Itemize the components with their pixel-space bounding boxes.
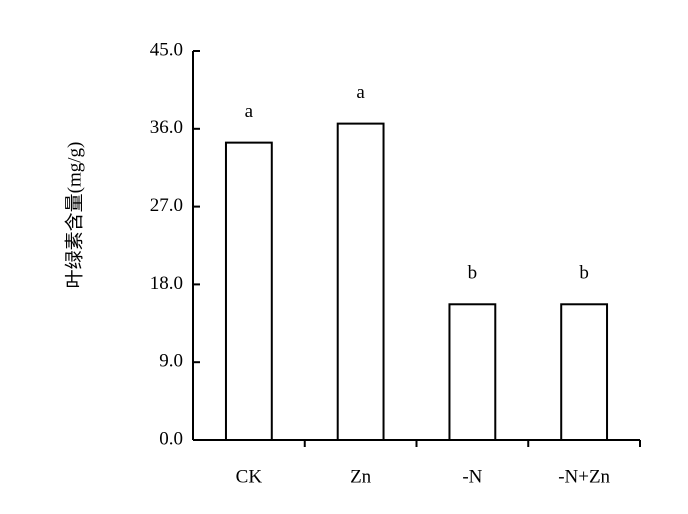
x-tick-label: -N bbox=[462, 466, 482, 487]
annotation: a bbox=[245, 101, 254, 122]
x-tick-label: -N+Zn bbox=[558, 466, 610, 487]
annotation: b bbox=[579, 263, 589, 284]
y-axis-label: 叶绿素含量(mg/g) bbox=[63, 142, 85, 289]
x-tick-label: Zn bbox=[350, 466, 372, 487]
y-tick-label: 18.0 bbox=[150, 273, 183, 294]
annotation: b bbox=[468, 263, 478, 284]
y-tick-label: 0.0 bbox=[159, 428, 183, 449]
y-tick-label: 36.0 bbox=[150, 117, 183, 138]
bar bbox=[560, 303, 609, 441]
bar bbox=[224, 141, 273, 441]
bar bbox=[448, 303, 497, 441]
bar bbox=[336, 122, 385, 441]
annotation: a bbox=[356, 82, 365, 103]
x-tick-label: CK bbox=[236, 466, 263, 487]
y-tick-label: 9.0 bbox=[159, 351, 183, 372]
y-tick-label: 45.0 bbox=[150, 39, 183, 60]
y-tick-label: 27.0 bbox=[150, 195, 183, 216]
